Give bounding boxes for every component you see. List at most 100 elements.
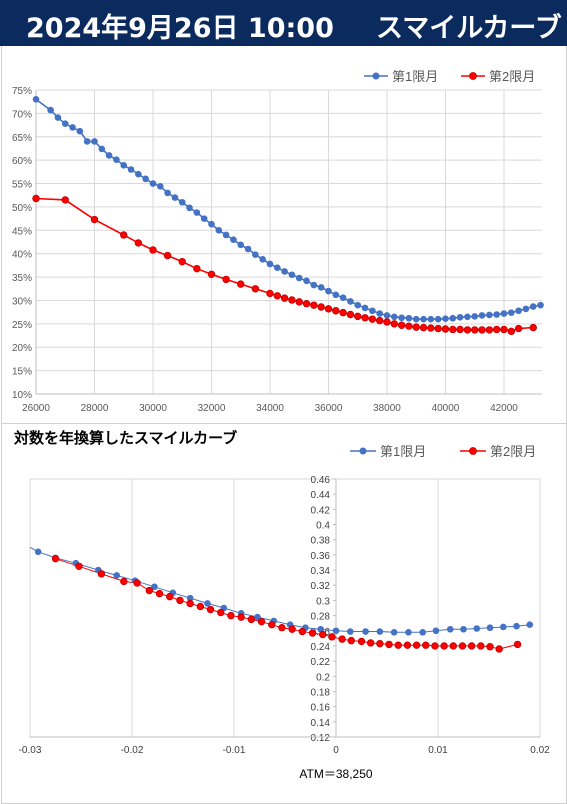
data-point bbox=[237, 280, 245, 288]
data-point bbox=[178, 257, 186, 266]
x-tick-label: -0.01 bbox=[223, 745, 246, 756]
y-tick-label: 0.16 bbox=[311, 703, 331, 714]
data-point bbox=[368, 315, 377, 323]
data-point bbox=[361, 304, 369, 312]
y-tick-label: 0.2 bbox=[316, 672, 330, 683]
data-point bbox=[477, 642, 485, 650]
data-point bbox=[98, 145, 106, 153]
data-point bbox=[513, 640, 522, 649]
y-tick-label: 55% bbox=[12, 180, 32, 191]
y-tick-label: 0.46 bbox=[311, 475, 331, 486]
data-point bbox=[51, 554, 60, 563]
data-point bbox=[281, 268, 288, 275]
series-line bbox=[35, 197, 534, 333]
data-point bbox=[266, 260, 274, 268]
data-point bbox=[266, 289, 274, 298]
data-point bbox=[288, 296, 296, 304]
data-point bbox=[390, 628, 398, 636]
y-tick-label: 70% bbox=[12, 109, 32, 120]
data-point bbox=[456, 325, 464, 334]
data-point bbox=[34, 548, 42, 556]
data-point bbox=[332, 627, 340, 635]
data-point bbox=[222, 231, 230, 239]
data-point bbox=[244, 245, 252, 253]
y-tick-label: 60% bbox=[12, 156, 32, 167]
data-point bbox=[537, 301, 544, 309]
data-point bbox=[127, 166, 135, 173]
data-point bbox=[176, 596, 184, 605]
y-tick-label: 0.28 bbox=[311, 612, 331, 623]
x-tick-label: 40000 bbox=[432, 403, 460, 414]
data-point bbox=[357, 637, 366, 646]
data-point bbox=[405, 628, 412, 636]
data-point bbox=[346, 628, 354, 635]
data-point bbox=[456, 313, 464, 321]
legend-label: 第1限月 bbox=[392, 69, 438, 84]
y-tick-label: 0.4 bbox=[316, 521, 330, 532]
data-point bbox=[317, 303, 325, 311]
data-point bbox=[441, 325, 450, 333]
data-point bbox=[338, 635, 346, 643]
data-point bbox=[412, 315, 420, 323]
data-point bbox=[485, 326, 494, 334]
data-point bbox=[230, 236, 237, 243]
x-tick-label: 0 bbox=[333, 745, 339, 756]
data-point bbox=[449, 325, 457, 334]
series-line bbox=[29, 546, 530, 633]
data-point bbox=[383, 318, 391, 326]
data-point bbox=[458, 642, 467, 650]
x-tick-label: 32000 bbox=[198, 403, 226, 414]
data-point bbox=[288, 271, 296, 279]
data-point bbox=[252, 251, 259, 258]
data-point bbox=[105, 152, 113, 159]
data-point bbox=[432, 627, 440, 635]
data-point bbox=[529, 323, 537, 332]
data-point bbox=[375, 316, 384, 325]
data-point bbox=[303, 277, 310, 285]
data-point bbox=[431, 642, 439, 650]
data-point bbox=[522, 305, 530, 313]
data-point bbox=[412, 641, 421, 649]
y-tick-label: 0.32 bbox=[311, 581, 331, 592]
data-point bbox=[76, 127, 84, 135]
data-point bbox=[302, 300, 311, 308]
data-point bbox=[354, 312, 362, 321]
data-point bbox=[332, 291, 340, 299]
legend-marker bbox=[359, 447, 367, 455]
y-tick-label: 0.38 bbox=[311, 536, 331, 547]
y-tick-label: 50% bbox=[12, 203, 32, 214]
data-point bbox=[385, 640, 393, 649]
data-point bbox=[339, 308, 347, 317]
x-tick-label: 34000 bbox=[256, 403, 284, 414]
data-point bbox=[171, 194, 179, 201]
data-point bbox=[90, 215, 99, 224]
data-point bbox=[440, 642, 448, 650]
data-point bbox=[361, 314, 369, 322]
log-smile-curve-chart: -0.03 -0.02 -0.01 0 0.01 0.02 0.12 0.14 0.16 0.18… bbox=[19, 444, 551, 781]
data-point bbox=[133, 579, 141, 587]
log-smile-curve-panel: 対数を年換算したスマイルカーブ -0.03 -0.02 -0.01 0 0.01 0.02… bbox=[1, 423, 567, 804]
legend-label: 第2限月 bbox=[490, 444, 536, 459]
data-point bbox=[278, 624, 286, 632]
legend-marker bbox=[469, 72, 477, 80]
y-tick-label: 30% bbox=[12, 296, 32, 307]
data-point bbox=[526, 621, 534, 628]
y-tick-label: 0.3 bbox=[316, 596, 330, 607]
x-tick-label: 36000 bbox=[315, 403, 343, 414]
data-point bbox=[310, 281, 318, 289]
data-point bbox=[178, 198, 186, 206]
data-point bbox=[308, 629, 317, 637]
data-point bbox=[196, 602, 205, 611]
data-point bbox=[295, 298, 303, 306]
data-point bbox=[492, 325, 501, 334]
data-point bbox=[151, 583, 158, 591]
data-point bbox=[398, 314, 405, 322]
data-point bbox=[186, 594, 194, 602]
data-point bbox=[486, 311, 493, 319]
y-tick-label: 0.22 bbox=[311, 657, 331, 668]
data-point bbox=[500, 310, 508, 317]
data-point bbox=[47, 106, 54, 114]
data-point bbox=[251, 285, 260, 293]
header-title: スマイルカーブ bbox=[376, 13, 562, 44]
data-point bbox=[478, 312, 486, 319]
